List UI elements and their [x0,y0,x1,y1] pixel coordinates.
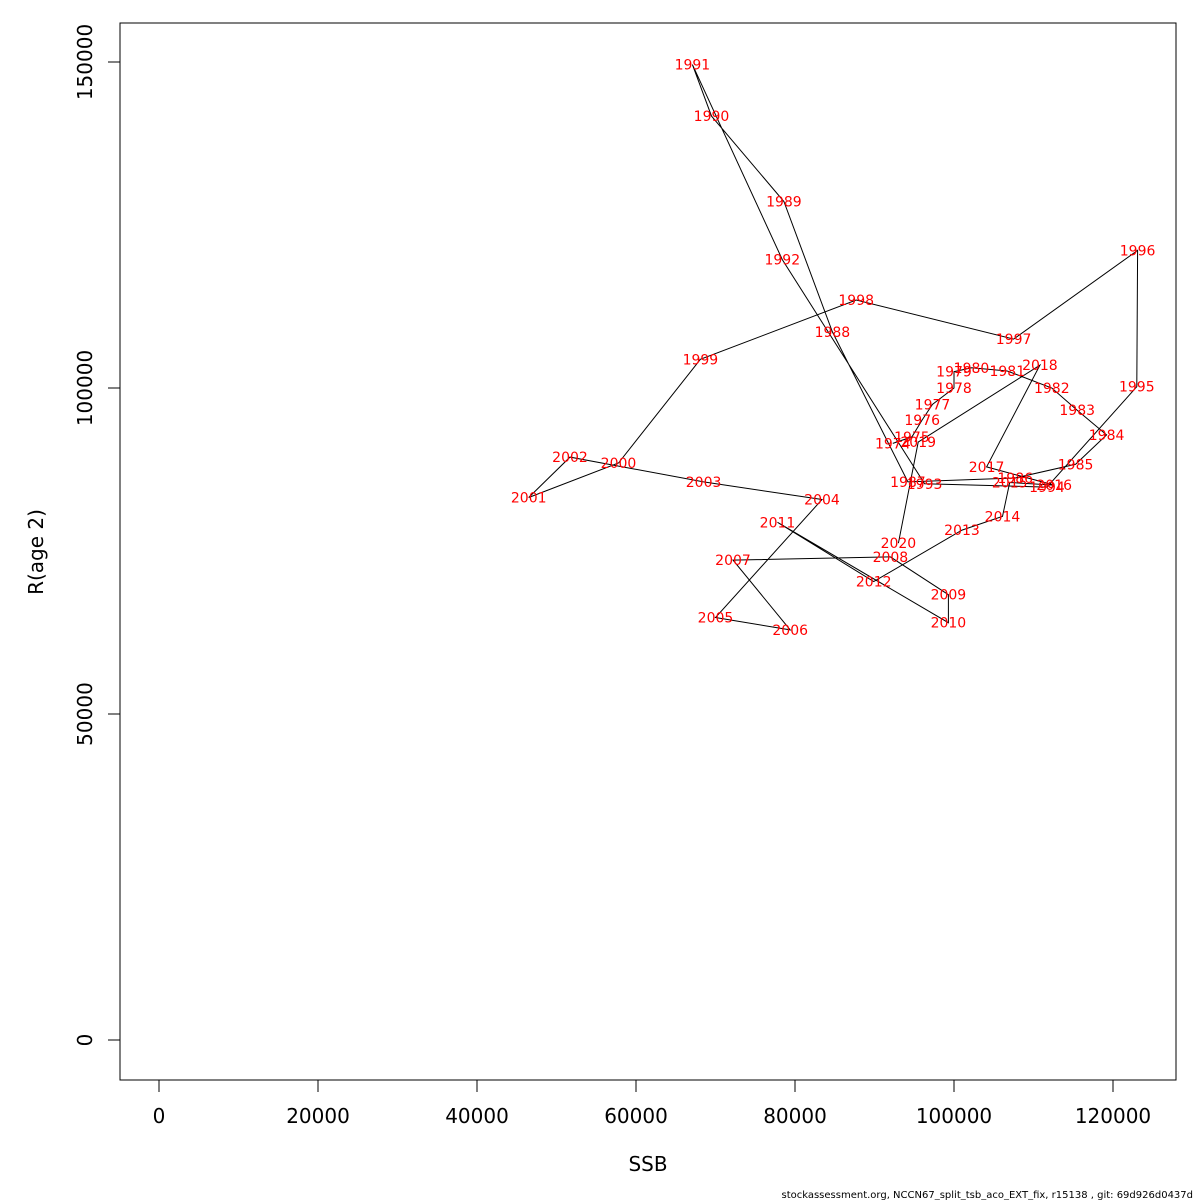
x-tick-label: 80000 [763,1104,827,1128]
point-label-2011: 2011 [760,515,796,531]
point-label-2012: 2012 [856,575,892,591]
point-label-1999: 1999 [683,352,719,368]
point-label-1974: 1974 [875,436,911,452]
y-tick-label: 0 [73,1034,97,1047]
point-label-2016: 2016 [1036,478,1072,494]
point-label-1991: 1991 [675,58,711,74]
point-label-1990: 1990 [694,109,730,125]
x-tick-label: 40000 [445,1104,509,1128]
point-label-2003: 2003 [686,475,722,491]
point-label-2008: 2008 [873,550,909,566]
y-axis: 0 50000 100000 150000 [73,24,121,1047]
point-label-1993: 1993 [907,477,943,493]
point-label-2017: 2017 [969,460,1005,476]
point-label-2018: 2018 [1022,358,1058,374]
point-label-1976: 1976 [904,413,940,429]
y-tick-label: 150000 [73,24,97,100]
point-label-2009: 2009 [931,588,967,604]
x-tick-label: 0 [153,1104,166,1128]
point-label-1998: 1998 [838,293,874,309]
x-tick-label: 120000 [1075,1104,1151,1128]
point-label-1984: 1984 [1089,428,1125,444]
point-label-2014: 2014 [985,509,1021,525]
point-label-1992: 1992 [764,253,800,269]
y-axis-label: R(age 2) [24,509,48,595]
x-axis-label: SSB [628,1152,667,1176]
point-label-1979: 1979 [936,365,972,381]
point-label-1985: 1985 [1058,457,1094,473]
point-label-2006: 2006 [772,623,808,639]
point-label-2010: 2010 [931,616,967,632]
point-label-1989: 1989 [766,195,802,211]
x-tick-label: 60000 [604,1104,668,1128]
point-label-1995: 1995 [1119,380,1155,396]
point-label-1988: 1988 [815,325,851,341]
point-label-1980: 1980 [954,361,990,377]
x-axis: 0 20000 40000 60000 80000 100000 120000 [153,1079,1151,1128]
point-label-1982: 1982 [1034,381,1070,397]
point-label-2007: 2007 [715,553,751,569]
point-label-2001: 2001 [511,491,547,507]
point-label-2000: 2000 [601,456,637,472]
point-label-1996: 1996 [1120,243,1156,259]
point-label-1981: 1981 [989,364,1025,380]
point-label-2004: 2004 [804,493,840,509]
point-label-2015: 2015 [992,476,1028,492]
plot-frame [119,22,1177,1081]
point-label-1997: 1997 [996,332,1032,348]
point-label-2013: 2013 [944,523,980,539]
series-line [528,64,1139,631]
point-label-1977: 1977 [915,397,951,413]
y-tick-label: 100000 [73,350,97,426]
point-label-2020: 2020 [881,536,917,552]
y-tick-label: 50000 [73,682,97,746]
point-label-2002: 2002 [552,450,588,466]
point-label-1994: 1994 [1029,480,1065,496]
point-label-2005: 2005 [698,611,734,627]
footer-caption: stockassessment.org, NCCN67_split_tsb_ac… [781,1190,1193,1200]
x-tick-label: 100000 [916,1104,992,1128]
point-label-1983: 1983 [1059,403,1095,419]
point-label-2019: 2019 [900,435,936,451]
point-label-1975: 1975 [894,430,930,446]
point-label-1986: 1986 [997,471,1033,487]
point-label-1978: 1978 [936,381,972,397]
point-label-1987: 1987 [890,475,926,491]
x-tick-label: 20000 [286,1104,350,1128]
